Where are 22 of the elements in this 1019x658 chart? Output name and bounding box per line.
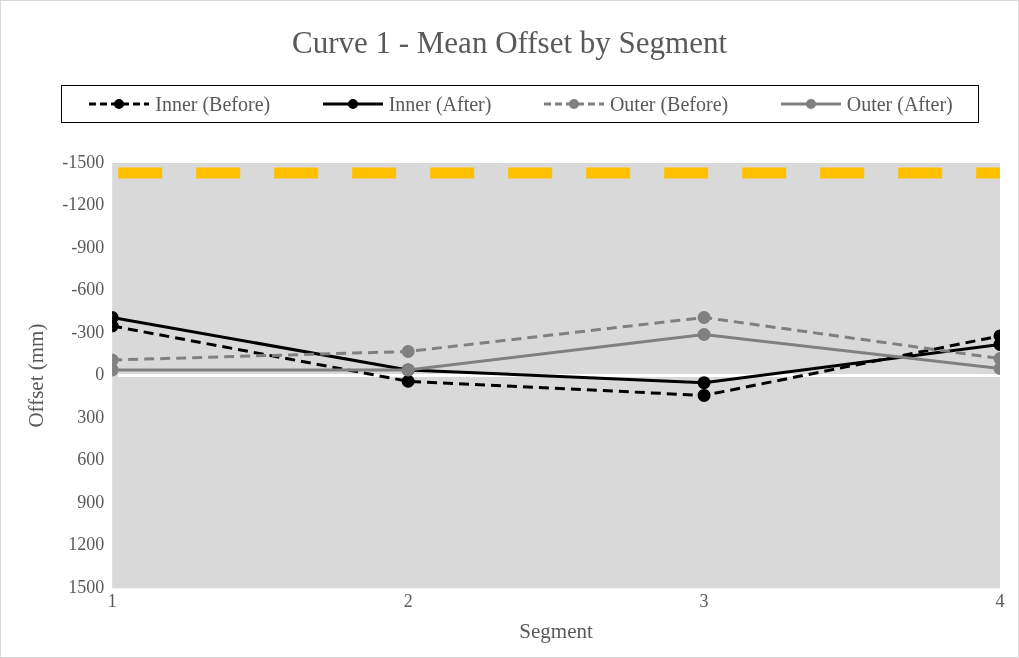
legend-label: Inner (After) [388,92,492,116]
y-tick-label: -600 [71,279,105,300]
x-tick-label: 2 [403,590,413,611]
legend-label: Outer (After) [846,92,953,116]
y-tick-label: 900 [77,491,105,512]
y-axis-title: Offset (mm) [24,323,49,428]
y-tick-label: -900 [71,236,105,257]
x-axis-title: Segment [519,618,593,643]
y-tick-label: 1200 [68,534,105,555]
legend-label: Inner (Before) [155,92,271,116]
x-tick-label: 1 [107,590,117,611]
y-tick-label: -1200 [62,194,105,215]
x-tick-label: 3 [699,590,709,611]
y-tick-label: 1500 [68,576,105,597]
y-tick-label: -1500 [62,151,105,172]
y-tick-label: 0 [95,364,105,385]
y-tick-label: -300 [71,321,105,342]
y-tick-label: 300 [77,406,105,427]
x-tick-label: 4 [995,590,1005,611]
legend-label: Outer (Before) [609,92,729,116]
y-tick-label: 600 [77,449,105,470]
chart-title: Curve 1 - Mean Offset by Segment [290,25,729,61]
